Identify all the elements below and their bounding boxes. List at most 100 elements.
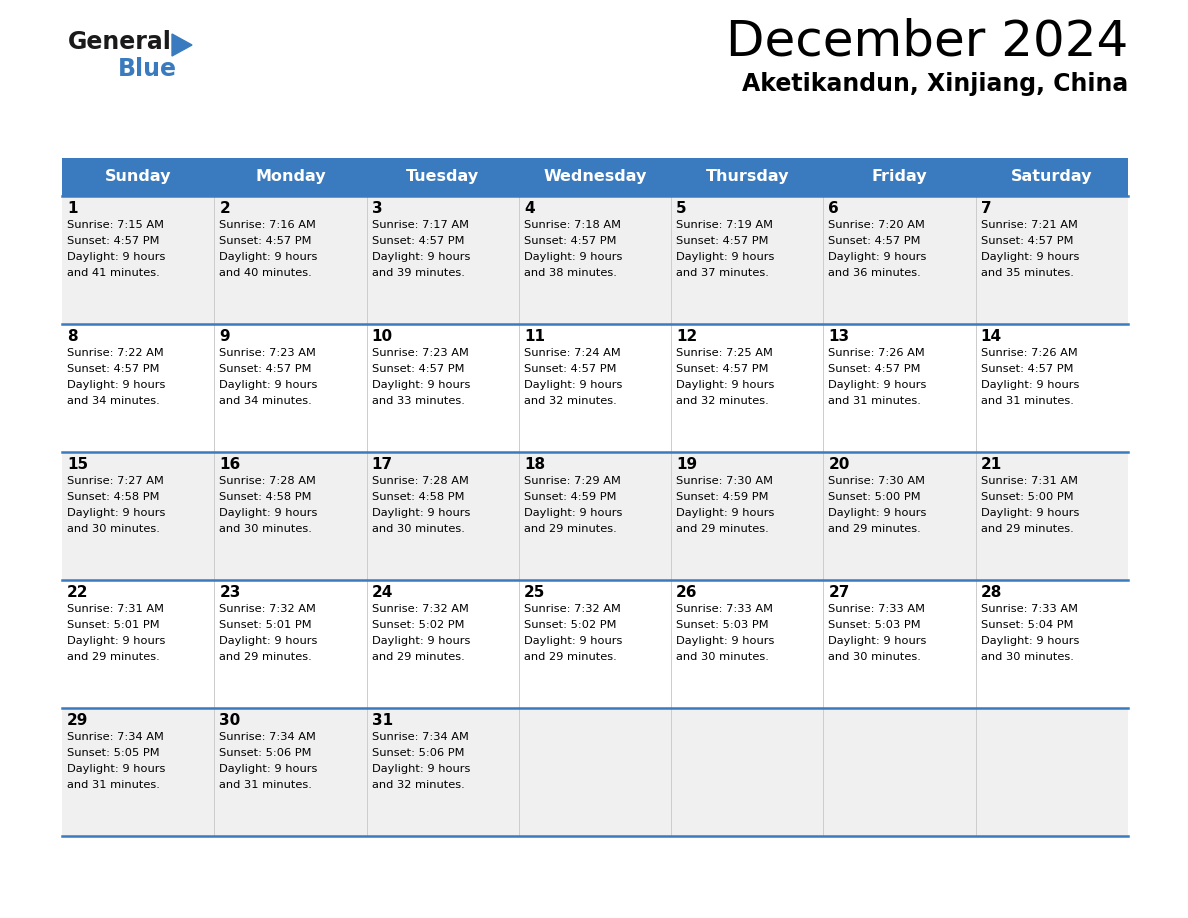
Text: Daylight: 9 hours: Daylight: 9 hours: [372, 764, 470, 774]
Text: Sunrise: 7:31 AM: Sunrise: 7:31 AM: [981, 476, 1078, 486]
Text: Sunset: 4:59 PM: Sunset: 4:59 PM: [676, 492, 769, 502]
Text: 21: 21: [981, 457, 1001, 472]
Text: Sunset: 4:57 PM: Sunset: 4:57 PM: [220, 364, 311, 374]
Text: 19: 19: [676, 457, 697, 472]
Text: and 36 minutes.: and 36 minutes.: [828, 268, 921, 278]
Text: Sunset: 4:57 PM: Sunset: 4:57 PM: [524, 364, 617, 374]
Text: Sunset: 4:58 PM: Sunset: 4:58 PM: [372, 492, 465, 502]
Text: Friday: Friday: [872, 170, 928, 185]
Text: Daylight: 9 hours: Daylight: 9 hours: [828, 380, 927, 390]
Text: and 41 minutes.: and 41 minutes.: [67, 268, 159, 278]
Text: Daylight: 9 hours: Daylight: 9 hours: [676, 636, 775, 646]
Text: and 31 minutes.: and 31 minutes.: [828, 396, 922, 406]
Text: and 31 minutes.: and 31 minutes.: [981, 396, 1074, 406]
Text: Sunset: 5:02 PM: Sunset: 5:02 PM: [372, 620, 465, 630]
Text: Daylight: 9 hours: Daylight: 9 hours: [220, 380, 317, 390]
Text: 28: 28: [981, 585, 1003, 600]
Text: Daylight: 9 hours: Daylight: 9 hours: [828, 636, 927, 646]
Text: 13: 13: [828, 329, 849, 344]
Text: Sunrise: 7:32 AM: Sunrise: 7:32 AM: [220, 604, 316, 614]
Text: Daylight: 9 hours: Daylight: 9 hours: [524, 636, 623, 646]
Text: and 32 minutes.: and 32 minutes.: [676, 396, 769, 406]
Text: 14: 14: [981, 329, 1001, 344]
Text: Sunrise: 7:33 AM: Sunrise: 7:33 AM: [676, 604, 773, 614]
Text: 4: 4: [524, 201, 535, 216]
Text: Sunrise: 7:18 AM: Sunrise: 7:18 AM: [524, 220, 621, 230]
Text: Sunset: 5:03 PM: Sunset: 5:03 PM: [676, 620, 769, 630]
Text: December 2024: December 2024: [726, 18, 1127, 66]
Text: Daylight: 9 hours: Daylight: 9 hours: [372, 508, 470, 518]
Text: 22: 22: [67, 585, 88, 600]
Text: and 32 minutes.: and 32 minutes.: [524, 396, 617, 406]
Text: and 30 minutes.: and 30 minutes.: [828, 652, 922, 662]
Text: Sunrise: 7:33 AM: Sunrise: 7:33 AM: [828, 604, 925, 614]
Text: Sunset: 4:57 PM: Sunset: 4:57 PM: [676, 236, 769, 246]
Text: Sunset: 5:00 PM: Sunset: 5:00 PM: [981, 492, 1073, 502]
Text: Daylight: 9 hours: Daylight: 9 hours: [67, 636, 165, 646]
Text: Sunrise: 7:32 AM: Sunrise: 7:32 AM: [524, 604, 621, 614]
Text: and 32 minutes.: and 32 minutes.: [372, 780, 465, 790]
Text: and 29 minutes.: and 29 minutes.: [220, 652, 312, 662]
Text: Monday: Monday: [255, 170, 326, 185]
Text: Sunset: 4:57 PM: Sunset: 4:57 PM: [220, 236, 311, 246]
Text: Sunrise: 7:29 AM: Sunrise: 7:29 AM: [524, 476, 621, 486]
Text: Daylight: 9 hours: Daylight: 9 hours: [524, 508, 623, 518]
Text: Sunrise: 7:30 AM: Sunrise: 7:30 AM: [676, 476, 773, 486]
Text: Sunset: 5:01 PM: Sunset: 5:01 PM: [220, 620, 312, 630]
Text: Sunset: 4:57 PM: Sunset: 4:57 PM: [828, 364, 921, 374]
Text: 25: 25: [524, 585, 545, 600]
Text: Daylight: 9 hours: Daylight: 9 hours: [372, 380, 470, 390]
Text: Sunrise: 7:28 AM: Sunrise: 7:28 AM: [372, 476, 468, 486]
Text: Daylight: 9 hours: Daylight: 9 hours: [524, 380, 623, 390]
Text: Daylight: 9 hours: Daylight: 9 hours: [67, 764, 165, 774]
Text: Daylight: 9 hours: Daylight: 9 hours: [220, 636, 317, 646]
Text: Sunset: 4:58 PM: Sunset: 4:58 PM: [67, 492, 159, 502]
Text: and 34 minutes.: and 34 minutes.: [220, 396, 312, 406]
Text: 10: 10: [372, 329, 393, 344]
Text: and 33 minutes.: and 33 minutes.: [372, 396, 465, 406]
Text: Thursday: Thursday: [706, 170, 789, 185]
Text: Daylight: 9 hours: Daylight: 9 hours: [372, 636, 470, 646]
Text: and 29 minutes.: and 29 minutes.: [981, 524, 1074, 534]
Text: 3: 3: [372, 201, 383, 216]
Text: and 30 minutes.: and 30 minutes.: [981, 652, 1074, 662]
Text: 23: 23: [220, 585, 241, 600]
Bar: [62, 580, 1127, 708]
Text: 9: 9: [220, 329, 230, 344]
Text: and 29 minutes.: and 29 minutes.: [372, 652, 465, 662]
Text: General: General: [68, 30, 172, 54]
Text: Sunrise: 7:24 AM: Sunrise: 7:24 AM: [524, 348, 620, 358]
Text: Daylight: 9 hours: Daylight: 9 hours: [676, 508, 775, 518]
Text: Sunset: 5:03 PM: Sunset: 5:03 PM: [828, 620, 921, 630]
Text: Sunrise: 7:17 AM: Sunrise: 7:17 AM: [372, 220, 468, 230]
Text: Daylight: 9 hours: Daylight: 9 hours: [524, 252, 623, 262]
Text: Sunrise: 7:34 AM: Sunrise: 7:34 AM: [372, 732, 468, 742]
Text: and 29 minutes.: and 29 minutes.: [524, 652, 617, 662]
Polygon shape: [172, 34, 192, 56]
Text: 15: 15: [67, 457, 88, 472]
Text: 20: 20: [828, 457, 849, 472]
Text: Sunset: 4:57 PM: Sunset: 4:57 PM: [67, 236, 159, 246]
Text: 5: 5: [676, 201, 687, 216]
Text: Daylight: 9 hours: Daylight: 9 hours: [828, 252, 927, 262]
Bar: [62, 196, 1127, 324]
Text: and 40 minutes.: and 40 minutes.: [220, 268, 312, 278]
Text: Saturday: Saturday: [1011, 170, 1093, 185]
Text: Daylight: 9 hours: Daylight: 9 hours: [981, 636, 1079, 646]
Text: Sunrise: 7:33 AM: Sunrise: 7:33 AM: [981, 604, 1078, 614]
Text: Sunrise: 7:25 AM: Sunrise: 7:25 AM: [676, 348, 773, 358]
Text: 6: 6: [828, 201, 839, 216]
Text: Tuesday: Tuesday: [406, 170, 479, 185]
Text: Sunrise: 7:27 AM: Sunrise: 7:27 AM: [67, 476, 164, 486]
Text: Sunset: 4:58 PM: Sunset: 4:58 PM: [220, 492, 311, 502]
Text: Sunset: 5:06 PM: Sunset: 5:06 PM: [372, 748, 465, 758]
Text: Daylight: 9 hours: Daylight: 9 hours: [67, 252, 165, 262]
Text: Sunrise: 7:32 AM: Sunrise: 7:32 AM: [372, 604, 468, 614]
Text: 31: 31: [372, 713, 393, 728]
Text: Sunrise: 7:23 AM: Sunrise: 7:23 AM: [372, 348, 468, 358]
Text: Sunset: 5:01 PM: Sunset: 5:01 PM: [67, 620, 159, 630]
Text: Daylight: 9 hours: Daylight: 9 hours: [981, 508, 1079, 518]
Text: and 39 minutes.: and 39 minutes.: [372, 268, 465, 278]
Text: and 34 minutes.: and 34 minutes.: [67, 396, 159, 406]
Text: Sunrise: 7:20 AM: Sunrise: 7:20 AM: [828, 220, 925, 230]
